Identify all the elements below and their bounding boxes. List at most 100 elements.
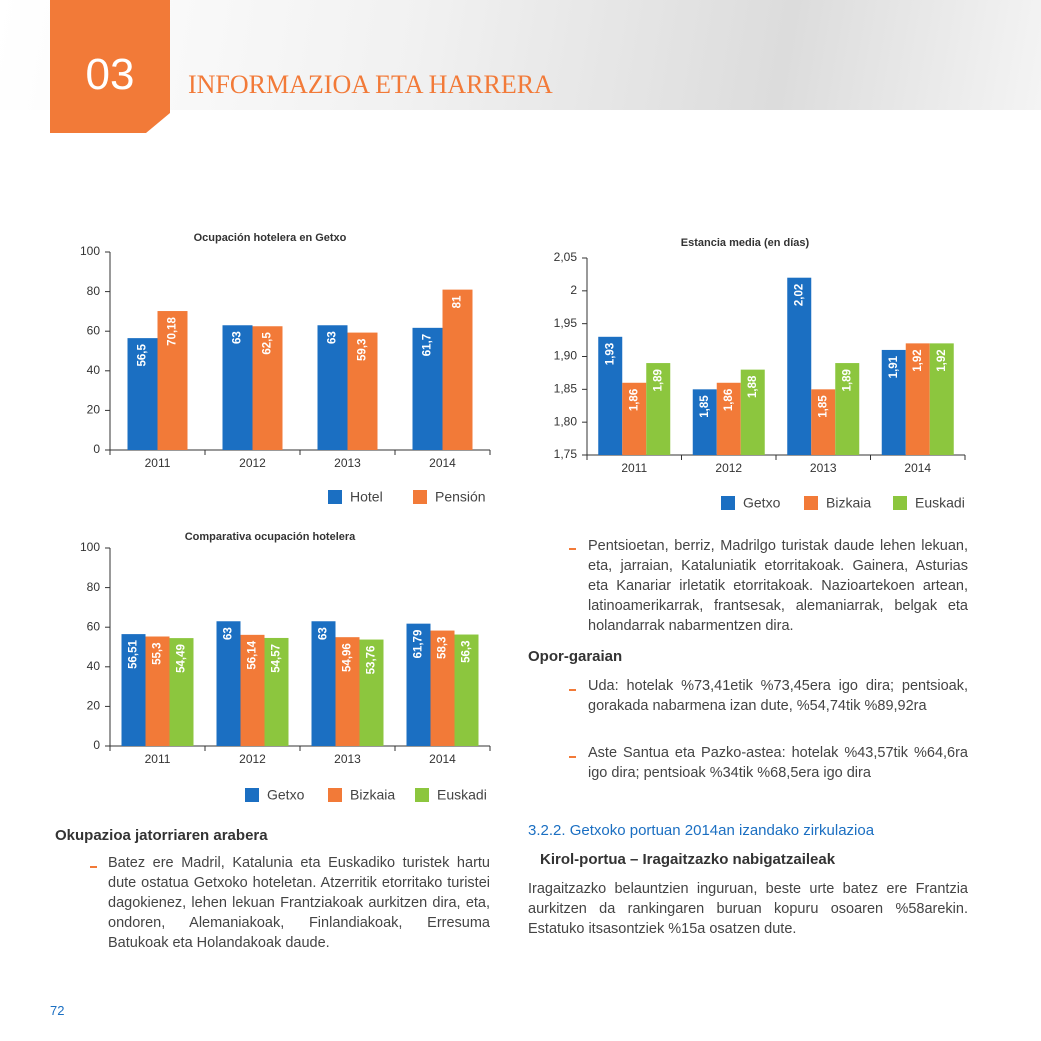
chapter-title: INFORMAZIOA ETA HARRERA (188, 70, 553, 99)
y-tick-label: 40 (87, 659, 101, 673)
y-tick-label: 40 (87, 363, 101, 377)
heading: Okupazioa jatorriaren arabera (55, 827, 268, 844)
legend-swatch (328, 490, 342, 504)
page-number: 72 (50, 1003, 65, 1018)
header-band (0, 0, 1041, 110)
y-tick-label: 1,80 (554, 414, 578, 428)
bar (222, 325, 253, 450)
legend-label: Euskadi (915, 495, 965, 511)
bar-label: 1,89 (652, 369, 664, 391)
bar (740, 369, 765, 455)
bar (442, 289, 473, 450)
legend-label: Euskadi (437, 787, 487, 803)
y-tick-label: 1,95 (554, 316, 578, 330)
bar-label: 56,51 (128, 640, 140, 669)
bar-label: 63 (223, 627, 235, 640)
bar (881, 349, 906, 455)
bar-label: 61,79 (413, 630, 425, 659)
bullet-text: Batez ere Madril, Katalunia eta Euskadik… (108, 855, 490, 951)
legend-swatch (245, 788, 259, 802)
bullet-text: Uda: hotelak %73,41etik %73,45era igo di… (588, 678, 968, 714)
bar (905, 343, 930, 455)
paragraph: Iragaitzazko belauntzien inguruan, beste… (528, 881, 968, 937)
bullet-text: Pentsioetan, berriz, Madrilgo turistak d… (588, 538, 968, 634)
chapter-block (50, 0, 170, 133)
bar-label: 1,88 (747, 375, 759, 398)
bar-label: 63 (318, 627, 330, 640)
legend-label: Bizkaia (350, 787, 395, 803)
legend-label: Pensión (435, 489, 486, 505)
bar-label: 1,92 (936, 349, 948, 371)
bar (311, 621, 336, 746)
y-tick-label: 1,85 (554, 382, 578, 396)
bullet (569, 689, 576, 691)
bar-label: 61,7 (422, 334, 434, 356)
y-tick-label: 20 (87, 699, 101, 713)
bar (406, 623, 431, 746)
bar-label: 56,5 (137, 344, 149, 367)
bar (929, 343, 954, 455)
legend-label: Getxo (743, 495, 781, 511)
bar (157, 311, 188, 450)
bar (121, 634, 146, 746)
legend-swatch (893, 496, 907, 510)
x-tick-label: 2013 (810, 461, 837, 475)
bar-label: 1,86 (628, 389, 640, 411)
bullet (90, 866, 97, 868)
bar-label: 63 (327, 331, 339, 344)
bar-label: 59,3 (357, 339, 369, 361)
bar-label: 53,76 (366, 646, 378, 675)
bar-label: 58,3 (437, 637, 449, 659)
bar-label: 1,85 (699, 395, 711, 418)
bar-label: 56,3 (461, 641, 473, 663)
bar-label: 54,49 (176, 644, 188, 673)
bar (430, 630, 455, 746)
bar-label: 63 (232, 331, 244, 344)
bar-label: 70,18 (167, 316, 179, 345)
bar (252, 326, 283, 450)
bar-label: 1,91 (888, 355, 900, 378)
bar (145, 636, 170, 746)
subheading: Kirol-portua – Iragaitzazko nabigatzaile… (540, 851, 836, 868)
y-tick-label: 80 (87, 284, 101, 298)
x-tick-label: 2011 (621, 461, 647, 475)
bar (811, 389, 836, 455)
bar (169, 638, 194, 746)
bar (412, 327, 443, 450)
y-tick-label: 100 (80, 244, 100, 258)
bullet-text: Aste Santua eta Pazko-astea: hotelak %43… (588, 745, 968, 781)
bar-label: 1,92 (912, 349, 924, 371)
bar (264, 637, 289, 746)
bar (787, 277, 812, 455)
heading: Opor-garaian (528, 648, 623, 665)
bar (317, 325, 348, 450)
y-tick-label: 1,90 (554, 349, 578, 363)
legend-label: Bizkaia (826, 495, 871, 511)
bar (127, 338, 158, 450)
bar (598, 336, 623, 455)
chapter-number: 03 (85, 50, 135, 99)
bar-label: 1,89 (841, 369, 853, 391)
bar (646, 363, 671, 455)
bar-label: 54,57 (271, 644, 283, 673)
legend-label: Hotel (350, 489, 383, 505)
chart-title: Ocupación hotelera en Getxo (194, 232, 347, 244)
y-tick-label: 2 (570, 283, 577, 297)
x-tick-label: 2012 (715, 461, 742, 475)
chart-title: Comparativa ocupación hotelera (185, 531, 356, 543)
y-tick-label: 1,75 (554, 447, 578, 461)
y-tick-label: 2,05 (554, 250, 578, 264)
y-tick-label: 100 (80, 540, 100, 554)
bar-label: 1,93 (604, 343, 616, 365)
x-tick-label: 2011 (145, 456, 171, 470)
bar-label: 81 (452, 295, 464, 308)
bar-label: 55,3 (152, 643, 164, 665)
bar-label: 1,86 (723, 389, 735, 411)
section-heading: 3.2.2. Getxoko portuan 2014an izandako z… (528, 822, 875, 839)
x-tick-label: 2013 (334, 752, 361, 766)
legend-label: Getxo (267, 787, 305, 803)
bar-label: 56,14 (247, 640, 259, 669)
y-tick-label: 80 (87, 580, 101, 594)
x-tick-label: 2012 (239, 456, 266, 470)
